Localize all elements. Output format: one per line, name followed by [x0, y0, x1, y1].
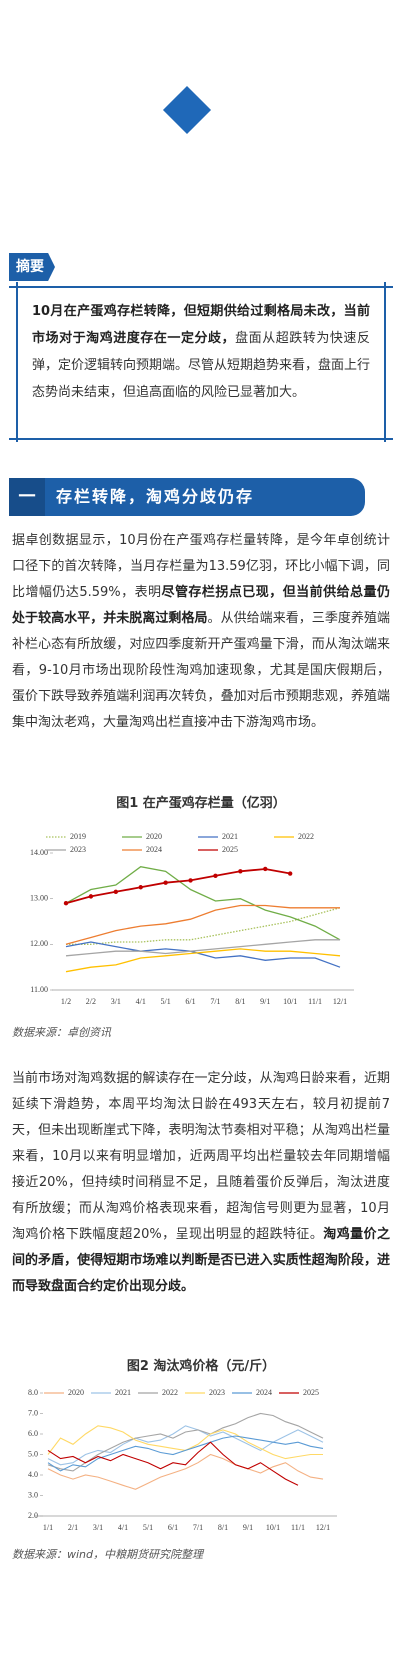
x-tick-label: 5/1: [161, 997, 171, 1006]
x-tick-label: 9/1: [243, 1523, 253, 1532]
y-tick-label: 3.0: [28, 1490, 38, 1499]
legend-label: 2024: [256, 1388, 272, 1397]
point: [163, 880, 168, 885]
y-tick-label: 14.00: [30, 848, 48, 857]
summary-tag: [9, 253, 55, 281]
chart-title: 图2 淘汰鸡价格（元/斤）: [126, 1359, 276, 1374]
summary-box-line: [9, 286, 393, 288]
point: [113, 889, 119, 895]
summary-box-side: [384, 282, 386, 442]
x-tick-label: 7/1: [193, 1523, 203, 1532]
text: 。从供给端来看，三季度养殖端补栏心态有所放缓，对应四季度新开产蛋鸡量下滑，而从淘…: [12, 611, 390, 730]
source: 数据来源：卓创资讯: [12, 1026, 111, 1039]
point: [263, 866, 268, 872]
x-tick-label: 3/1: [111, 997, 121, 1006]
legend-label: 2025: [222, 845, 238, 854]
text: 盘面从超跌转为快速反弹，定价逻辑转向预期端。尽管从短期趋势来看，盘面上行态势尚未…: [32, 331, 371, 400]
point: [138, 885, 143, 890]
bold-text: 10月在产蛋鸡存栏转降，但短期供给过剩格局未改，当前市场对于淘鸡进度存在一定分歧…: [32, 304, 370, 346]
y-tick-label: 12.00: [30, 939, 48, 948]
chart: 11.00 12.00 13.00 14.00 1/2 2/2 3/1 4/1 5/1 6/1 7/…: [30, 832, 354, 1006]
x-tick-label: 1/1: [43, 1523, 53, 1532]
x-tick-label: 8/1: [235, 997, 245, 1006]
bold-text: 淘鸡量价之间的矛盾，使得短期市场难以判断是否已进入实质性超淘阶段，进而导致盘面合…: [12, 1227, 390, 1294]
summary-box-line: [9, 438, 393, 440]
source: 数据来源：wind，中粮期货研究院整理: [12, 1548, 204, 1561]
y-tick-label: 6.0: [28, 1429, 38, 1438]
point: [188, 878, 193, 883]
series-line: [65, 939, 340, 957]
y-tick-label: 5.0: [28, 1449, 38, 1458]
x-tick-label: 5/1: [143, 1523, 153, 1532]
x-tick-label: 3/1: [93, 1523, 103, 1532]
x-tick-label: 9/1: [260, 997, 270, 1006]
x-tick-label: 7/1: [210, 997, 220, 1006]
x-tick-label: 2/2: [86, 997, 96, 1006]
legend-label: 2019: [70, 832, 86, 841]
text: 当前市场对淘鸡数据的解读存在一定分歧，从淘鸡日龄来看，近期延续下滑趋势，本周平均…: [12, 1071, 390, 1242]
x-tick-label: 6/1: [185, 997, 195, 1006]
series-line: [47, 1412, 324, 1472]
point: [238, 869, 243, 874]
x-tick-label: 11/1: [308, 997, 322, 1006]
series-line: [65, 941, 341, 968]
x-tick-label: 1/2: [61, 997, 71, 1006]
paragraph: 当前市场对淘鸡数据的解读存在一定分歧，从淘鸡日龄来看，近期延续下滑趋势，本周平均…: [12, 1066, 390, 1300]
series-line: [65, 904, 340, 945]
legend-label: 2023: [70, 845, 86, 854]
summary-box-side: [16, 282, 18, 442]
series-line: [65, 868, 291, 905]
legend-label: 2020: [146, 832, 162, 841]
paragraph: 据卓创数据显示，10月份在产蛋鸡存栏量转降，是今年卓创统计口径下的首次转降，当月…: [12, 528, 390, 736]
point: [213, 873, 218, 879]
summary-text: 10月在产蛋鸡存栏转降，但短期供给过剩格局未改，当前市场对于淘鸡进度存在一定分歧…: [32, 298, 370, 406]
x-tick-label: 12/1: [316, 1523, 330, 1532]
series-line: [47, 1441, 299, 1486]
x-tick-label: 6/1: [168, 1523, 178, 1532]
y-tick-label: 7.0: [28, 1408, 38, 1417]
point: [63, 901, 69, 906]
x-tick-label: 8/1: [218, 1523, 228, 1532]
x-tick-label: 2/1: [68, 1523, 78, 1532]
series-line: [65, 948, 341, 973]
series-line: [65, 866, 341, 941]
x-tick-label: 4/1: [136, 997, 146, 1006]
y-tick-label: 8.0: [28, 1388, 38, 1397]
series-line: [47, 1425, 324, 1466]
x-tick-label: 11/1: [291, 1523, 305, 1532]
legend-label: 2020: [68, 1388, 84, 1397]
point: [287, 871, 293, 876]
series-line: [47, 1453, 324, 1490]
legend-label: 2021: [222, 832, 238, 841]
series-line: [66, 907, 341, 945]
section-banner: [9, 478, 365, 516]
legend-label: 2022: [298, 832, 314, 841]
x-tick-label: 12/1: [333, 997, 347, 1006]
summary-tag-text: 摘要: [16, 259, 44, 275]
legend-label: 2024: [146, 845, 162, 854]
y-tick-label: 4.0: [28, 1470, 38, 1479]
text: 据卓创数据显示，10月份在产蛋鸡存栏量转降，是今年卓创统计口径下的首次转降，当月…: [12, 533, 390, 600]
legend-label: 2025: [303, 1388, 319, 1397]
y-tick-label: 11.00: [30, 985, 48, 994]
chart-title: 图1 在产蛋鸡存栏量（亿羽）: [116, 796, 286, 811]
y-tick-label: 2.0: [28, 1511, 38, 1520]
bold-text: 尽管存栏拐点已现，但当前供给总量仍处于较高水平，并未脱离过剩格局: [12, 585, 390, 626]
section-number-bg: [9, 478, 45, 516]
legend-label: 2023: [209, 1388, 225, 1397]
x-tick-label: 10/1: [266, 1523, 280, 1532]
section-number: 一: [18, 487, 36, 507]
section-title: 存栏转降，淘鸡分歧仍存: [56, 487, 255, 506]
diamond: [162, 85, 212, 135]
y-tick-label: 13.00: [30, 893, 48, 902]
series-line: [47, 1435, 324, 1472]
legend-label: 2022: [162, 1388, 178, 1397]
legend-label: 2021: [115, 1388, 131, 1397]
chart: 2.0 3.0 4.0 5.0 6.0 7.0 8.0 1/1 2/1 3/1 4/1 5/1 6/1 7…: [28, 1388, 337, 1532]
x-tick-label: 4/1: [118, 1523, 128, 1532]
point: [88, 894, 94, 899]
x-tick-label: 10/1: [283, 997, 297, 1006]
